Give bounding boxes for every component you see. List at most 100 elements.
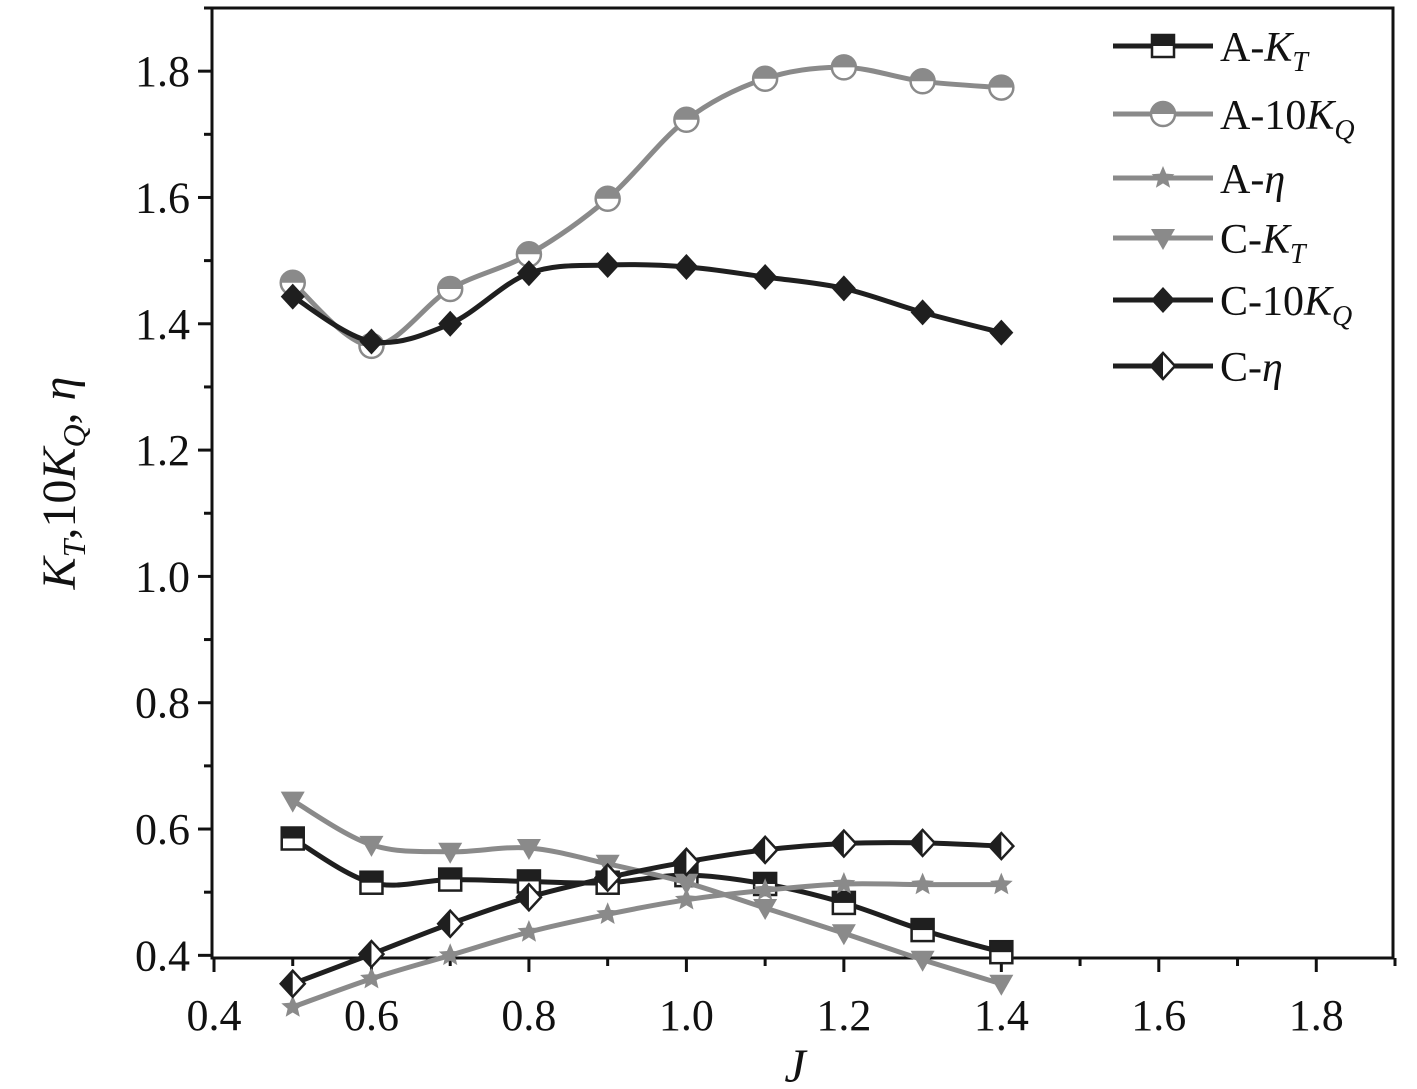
data-point (359, 328, 384, 355)
data-point (594, 185, 621, 212)
series-line (291, 840, 1002, 987)
data-point (436, 275, 464, 303)
legend-label: A-10KQ (1220, 93, 1355, 146)
legend-marker (1149, 100, 1177, 128)
data-point (516, 838, 541, 860)
data-point (279, 968, 307, 999)
series-layer (279, 54, 1016, 1017)
series-line (291, 262, 1002, 345)
axes: 0.4 0.6 0.8 1.0 1.2 1.4 1.6 1.8 0.4 0.6 0.8 1.0 1.2 1… (135, 6, 1397, 1040)
data-point (989, 319, 1014, 346)
data-point (437, 867, 463, 892)
series-2 (279, 54, 1015, 360)
data-point (751, 65, 779, 92)
x-tick-label: 1.4 (974, 991, 1029, 1040)
legend-marker (1151, 287, 1175, 313)
legend-marker (1150, 33, 1176, 59)
data-point (359, 870, 384, 895)
legend-label: C-η (1220, 345, 1283, 391)
data-point (910, 917, 935, 943)
data-point (517, 920, 541, 942)
data-point (989, 872, 1013, 895)
data-point (279, 269, 306, 296)
data-point (909, 68, 936, 95)
data-point (438, 310, 463, 337)
series-line (291, 836, 1002, 955)
data-point (281, 995, 305, 1017)
x-tick-label: 1.8 (1289, 991, 1344, 1040)
data-point (831, 275, 856, 302)
data-point (596, 902, 620, 924)
data-point (674, 873, 699, 895)
data-point (357, 939, 386, 969)
y-axis-title-text: KT,10KQ, η (33, 377, 92, 591)
data-point (280, 826, 305, 851)
data-point (832, 872, 856, 894)
data-point (438, 943, 462, 966)
data-point (280, 791, 305, 813)
data-point (751, 835, 779, 865)
data-point (910, 950, 935, 972)
data-point (436, 908, 464, 939)
legend-label: C-10KQ (1220, 279, 1352, 332)
data-point (989, 974, 1014, 996)
legend-item: A-10KQ (1113, 93, 1355, 146)
x-axis-title: J (784, 1040, 808, 1089)
legend-label: C-KT (1220, 217, 1308, 270)
data-point (515, 882, 543, 913)
y-tick-label: 1.2 (135, 426, 190, 475)
series-5 (280, 252, 1014, 355)
series-line (291, 64, 1002, 349)
series-3 (281, 872, 1013, 1017)
data-point (831, 924, 856, 946)
y-tick-label: 0.4 (135, 931, 190, 980)
data-point (830, 828, 858, 859)
data-point (595, 252, 620, 279)
data-point (516, 260, 541, 287)
series-line (291, 798, 1003, 987)
legend-label: A-η (1220, 157, 1285, 203)
data-point (989, 939, 1014, 965)
data-point (910, 299, 935, 326)
legend-item: C-KT (1113, 217, 1308, 270)
data-point (753, 878, 777, 900)
data-point (672, 847, 701, 877)
x-tick-label: 1.2 (816, 991, 871, 1040)
legend-item: A-KT (1113, 25, 1310, 78)
data-point (673, 106, 700, 134)
legend-item: C-10KQ (1113, 279, 1352, 332)
y-tick-label: 1.6 (135, 173, 190, 222)
data-point (674, 253, 699, 280)
x-tick-label: 1.0 (659, 991, 714, 1040)
data-point (908, 828, 937, 858)
legend-label: A-KT (1220, 25, 1310, 78)
legend-item: C-η (1113, 345, 1283, 391)
x-tick-label: 0.4 (187, 991, 242, 1040)
plot-frame (210, 6, 1395, 960)
data-point (831, 890, 857, 916)
y-tick-label: 1.4 (135, 300, 190, 349)
data-point (438, 842, 463, 864)
legend-marker (1149, 351, 1177, 381)
legend-marker (1151, 229, 1175, 250)
data-point (753, 264, 778, 291)
y-axis-title: KT,10KQ, η (33, 377, 92, 591)
x-tick-label: 0.8 (501, 991, 556, 1040)
data-point (515, 241, 543, 268)
data-point (753, 898, 778, 920)
series-4 (280, 791, 1014, 996)
y-tick-label: 0.8 (135, 679, 190, 728)
data-point (516, 869, 542, 894)
data-point (987, 831, 1016, 861)
x-tick-label: 0.6 (344, 991, 399, 1040)
data-point (675, 887, 698, 910)
x-tick-label: 1.6 (1131, 991, 1186, 1040)
series-6 (279, 828, 1016, 999)
data-point (911, 872, 934, 895)
legend-item: A-η (1113, 157, 1285, 203)
data-point (360, 966, 383, 989)
data-point (988, 74, 1015, 101)
legend: A-KT A-10KQ A-η C-KT C-10KQ C-η (1113, 25, 1355, 391)
data-point (830, 54, 858, 81)
